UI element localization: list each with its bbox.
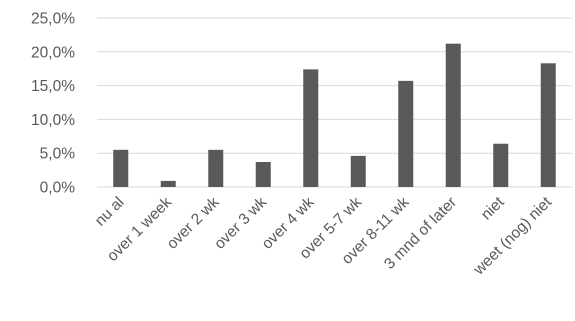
bars xyxy=(113,43,556,187)
bar xyxy=(398,80,414,187)
y-tick-label: 15,0% xyxy=(31,78,75,95)
bar xyxy=(255,161,271,187)
x-category-label: niet xyxy=(478,193,508,223)
bar xyxy=(350,155,366,187)
bar xyxy=(160,180,176,187)
gridlines xyxy=(97,17,572,188)
y-tick-label: 25,0% xyxy=(31,11,75,28)
x-category-label: nu al xyxy=(92,194,128,230)
bar xyxy=(493,143,509,187)
bar xyxy=(445,43,461,187)
bar xyxy=(303,69,319,187)
bar xyxy=(208,149,224,187)
y-tick-label: 10,0% xyxy=(31,112,75,129)
bar xyxy=(540,63,556,187)
y-tick-label: 5,0% xyxy=(40,146,76,163)
y-tick-label: 0,0% xyxy=(40,180,76,197)
y-axis-ticks: 0,0% 5,0% 10,0% 15,0% 20,0% 25,0% xyxy=(31,11,75,197)
y-tick-label: 20,0% xyxy=(31,44,75,61)
bar xyxy=(113,149,129,187)
